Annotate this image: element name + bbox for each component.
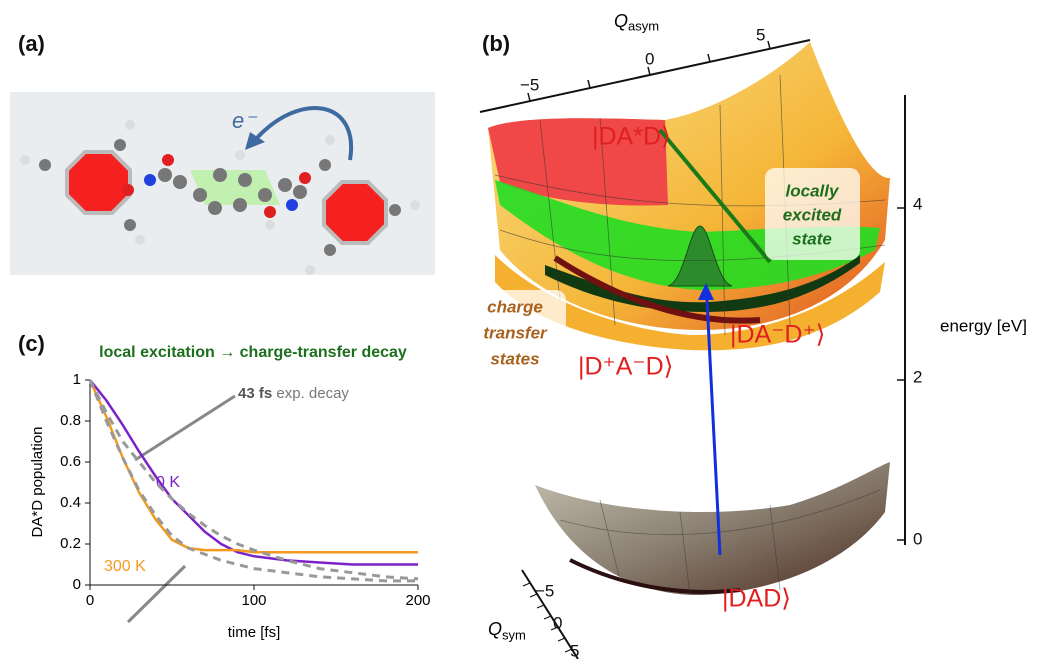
annotation-line: locally: [786, 181, 840, 200]
y-tick-label: 0: [73, 576, 81, 593]
panel-label: (a): [18, 31, 45, 56]
q-sym-tick: 5: [570, 641, 579, 659]
state-label: |DAD⟩: [722, 585, 791, 613]
q-asym-tick: 0: [645, 49, 654, 68]
energy-tick: 0: [913, 529, 922, 548]
panel-label: (c): [18, 331, 45, 356]
q-sym-label: Q: [488, 619, 502, 639]
q-asym-subscript: asym: [628, 18, 659, 33]
annotation-line: states: [490, 349, 539, 368]
q-asym-tick: 5: [756, 25, 765, 44]
y-tick-label: 1: [73, 371, 81, 388]
figure: (a) e⁻ (b): [0, 0, 1053, 659]
annotation-line: charge: [487, 297, 543, 316]
energy-tick: 4: [913, 194, 922, 213]
chart-title: local excitation → charge-transfer decay: [99, 344, 407, 361]
annotation-pointer: [135, 396, 235, 460]
annotation-text: exp. decay: [276, 385, 349, 402]
q-sym-tick: −5: [535, 581, 554, 600]
state-label: |DA*D⟩: [592, 123, 671, 151]
q-sym-tick: 0: [553, 613, 562, 632]
annotation-line: transfer: [483, 323, 548, 342]
y-tick-label: 0.8: [60, 412, 81, 429]
energy-surfaces: [468, 42, 890, 595]
state-label: |DA⁻D⁺⟩: [730, 321, 825, 349]
state-label: |D⁺A⁻D⟩: [578, 353, 673, 381]
x-tick-label: 0: [86, 592, 94, 609]
y-tick-label: 0.4: [60, 494, 81, 511]
molecule: [10, 92, 435, 275]
electron-label: e⁻: [232, 108, 258, 133]
x-axis-label: time [fs]: [228, 624, 281, 641]
energy-tick: 2: [913, 367, 922, 386]
y-tick-label: 0.2: [60, 535, 81, 552]
energy-label: energy [eV]: [940, 316, 1027, 335]
series-line: [90, 380, 418, 552]
y-axis-label: DA*D population: [29, 427, 46, 538]
x-tick-label: 100: [241, 592, 266, 609]
q-sym-subscript: sym: [502, 627, 526, 642]
q-asym-tick: −5: [520, 75, 539, 94]
fit-line: [90, 380, 418, 579]
annotation-bold: 43 fs: [238, 385, 272, 402]
energy-axis: [897, 95, 905, 545]
series-line: [90, 380, 418, 565]
q-asym-label: Q: [614, 11, 628, 31]
annotation-line: state: [792, 229, 832, 248]
series-label: 300 K: [104, 558, 146, 575]
annotation-line: excited: [783, 205, 842, 224]
annotation: 43 fs exp. decay: [238, 385, 349, 402]
panel-label: (b): [482, 31, 510, 56]
x-tick-label: 200: [405, 592, 430, 609]
y-tick-label: 0.6: [60, 453, 81, 470]
